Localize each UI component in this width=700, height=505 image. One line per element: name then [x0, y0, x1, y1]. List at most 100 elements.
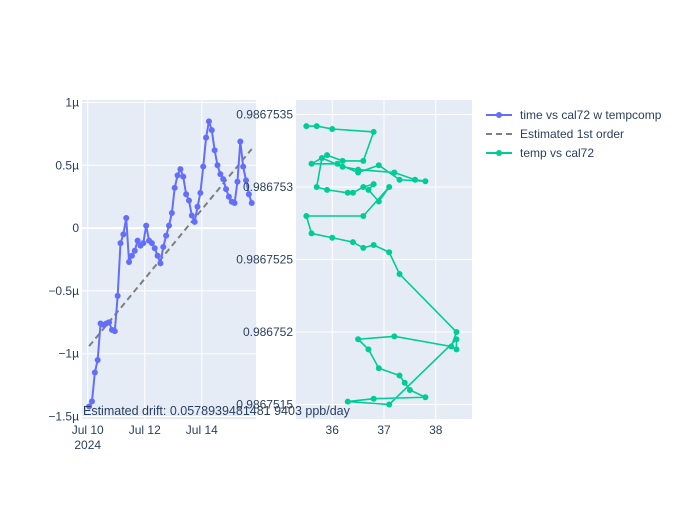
- data-point: [106, 319, 113, 326]
- data-point: [365, 346, 372, 353]
- data-point: [329, 126, 336, 132]
- data-point: [120, 231, 127, 238]
- data-point: [243, 177, 250, 184]
- data-point: [157, 260, 164, 267]
- data-point: [240, 163, 247, 170]
- y-tick-label: 0.986753: [243, 180, 293, 194]
- data-point: [211, 147, 218, 154]
- legend[interactable]: time vs cal72 w tempcomp Estimated 1st or…: [486, 108, 662, 160]
- data-point: [329, 234, 336, 241]
- data-point: [151, 245, 158, 252]
- data-point: [128, 252, 135, 259]
- data-point: [412, 176, 419, 183]
- y-tick-label: 0.9867515: [236, 398, 293, 412]
- data-point: [86, 403, 93, 410]
- data-point: [237, 138, 244, 145]
- data-point: [318, 155, 325, 161]
- data-point: [422, 394, 429, 401]
- data-point: [386, 184, 393, 190]
- drift-annotation: Estimated drift: 0.0578939481481 9403 pp…: [83, 404, 351, 418]
- data-point: [396, 372, 403, 379]
- data-point: [225, 193, 232, 200]
- data-point: [245, 191, 252, 198]
- legend-label: temp vs cal72: [520, 146, 594, 160]
- data-point: [375, 198, 382, 205]
- x-tick-label: 36: [326, 423, 340, 437]
- series-line-time-vs-cal72: [88, 121, 253, 407]
- data-point: [214, 162, 221, 169]
- data-point: [375, 162, 382, 169]
- x-tick-label: 37: [377, 423, 391, 437]
- data-point: [370, 181, 377, 188]
- data-point: [324, 152, 331, 159]
- data-point: [111, 328, 118, 335]
- data-point: [375, 365, 382, 372]
- data-point: [308, 160, 315, 167]
- data-point: [148, 240, 155, 247]
- legend-marker: [496, 150, 502, 156]
- data-point: [396, 176, 403, 183]
- x-tick-label: 2024: [74, 438, 101, 452]
- data-point: [365, 186, 372, 193]
- y-tick-label: 0: [72, 221, 79, 235]
- data-point: [370, 242, 377, 248]
- data-point: [205, 118, 212, 125]
- data-point: [422, 178, 429, 185]
- data-point: [360, 244, 367, 251]
- data-point: [401, 379, 408, 386]
- data-point: [140, 240, 147, 247]
- y-tick-label: −1µ: [58, 347, 79, 361]
- data-point: [313, 123, 320, 130]
- data-point: [349, 189, 356, 196]
- data-point: [370, 395, 377, 402]
- data-point: [185, 197, 192, 204]
- data-point: [360, 213, 367, 219]
- data-point: [200, 163, 207, 170]
- data-point: [370, 128, 377, 135]
- x-tick-label: Jul 10: [72, 423, 104, 437]
- data-point: [183, 191, 190, 198]
- data-point: [339, 157, 346, 164]
- data-point: [163, 232, 170, 239]
- y-tick-label: 0.9867535: [236, 108, 293, 122]
- data-point: [134, 237, 141, 244]
- data-point: [143, 222, 150, 229]
- data-point: [303, 123, 310, 130]
- data-point: [94, 356, 101, 363]
- data-point: [334, 160, 341, 167]
- data-point: [131, 247, 138, 254]
- data-point: [349, 239, 356, 246]
- data-point: [220, 176, 227, 183]
- legend-label: time vs cal72 w tempcomp: [520, 108, 662, 122]
- data-point: [197, 189, 204, 196]
- data-point: [360, 157, 367, 164]
- data-point: [160, 243, 167, 250]
- data-point: [234, 178, 241, 185]
- x-tick-label: Jul 12: [129, 423, 161, 437]
- data-point: [355, 166, 362, 173]
- data-point: [448, 343, 455, 350]
- data-point: [88, 398, 95, 405]
- data-point: [91, 369, 98, 376]
- data-point: [391, 169, 398, 176]
- series-right: [303, 123, 460, 408]
- data-point: [344, 398, 351, 405]
- data-point: [126, 259, 133, 266]
- x-tick-label: Jul 14: [186, 423, 218, 437]
- plot-area-left: [82, 100, 256, 419]
- data-point: [406, 387, 413, 393]
- data-point: [177, 166, 184, 173]
- data-point: [386, 401, 393, 408]
- data-point: [208, 127, 215, 134]
- data-point: [180, 173, 187, 180]
- y-tick-label: −0.5µ: [48, 284, 79, 298]
- data-point: [355, 336, 362, 343]
- data-point: [453, 346, 460, 353]
- data-point: [117, 240, 124, 247]
- data-point: [223, 186, 230, 193]
- data-point: [344, 189, 351, 196]
- data-point: [217, 171, 224, 178]
- data-point: [313, 184, 320, 190]
